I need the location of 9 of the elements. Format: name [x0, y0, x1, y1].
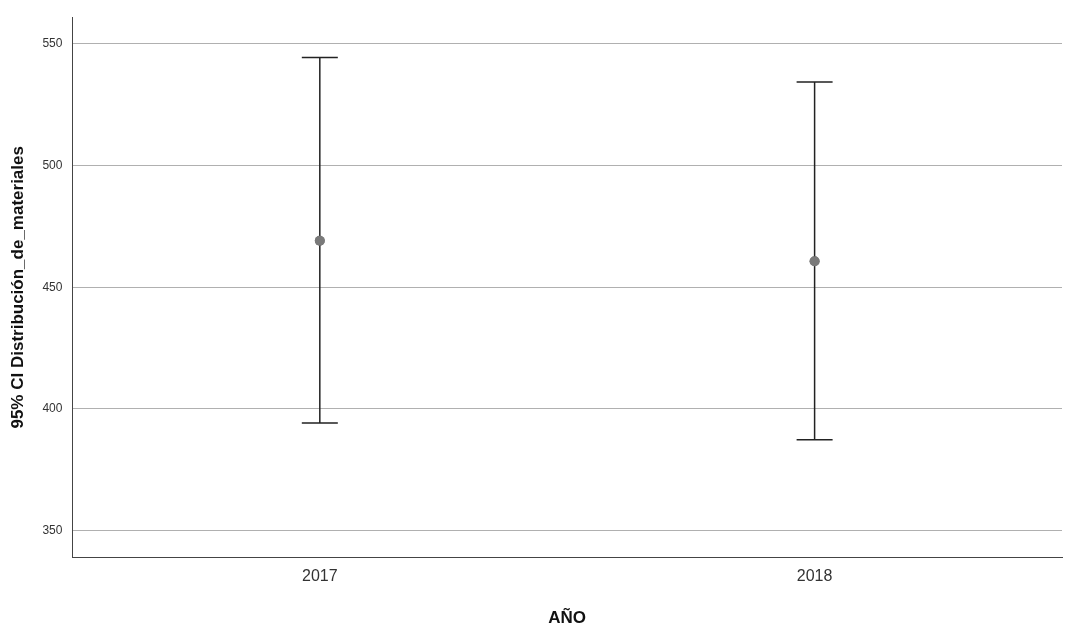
y-tick-label: 550: [42, 36, 63, 51]
x-tick-label: 2018: [796, 567, 833, 585]
x-axis-title: AÑO: [548, 607, 587, 628]
x-tick-label: 2017: [302, 567, 338, 585]
y-tick-label: 400: [42, 401, 63, 416]
y-tick-label: 500: [42, 157, 63, 172]
y-axis-title: 95% CI Distribución_de_materiales: [7, 146, 27, 429]
y-tick-label: 450: [42, 279, 63, 294]
y-tick-label: 350: [42, 522, 63, 537]
